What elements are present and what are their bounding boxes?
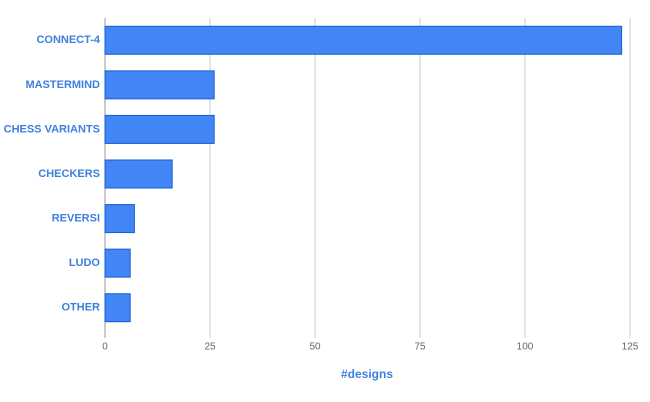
bar [104,114,215,144]
x-tick-label: 100 [517,342,534,353]
y-tick-label: OTHER [62,302,101,314]
y-tick-label: REVERSI [52,212,100,224]
bar [104,70,215,100]
x-tick-label: 50 [309,342,321,353]
bar [104,159,173,189]
x-tick-label: 0 [102,342,108,353]
y-tick-label: LUDO [69,257,101,269]
y-tick-label: MASTERMIND [25,79,100,91]
bar [104,248,131,278]
y-tick-label: CHECKERS [38,168,100,180]
x-axis-title: #designs [341,367,393,381]
bar [104,25,623,55]
y-tick-label: CHESS VARIANTS [4,123,100,135]
x-tick-label: 25 [204,342,216,353]
y-tick-label: CONNECT-4 [36,34,100,46]
bar [104,293,131,323]
bar [104,204,135,234]
x-tick-label: 75 [414,342,426,353]
x-tick-label: 125 [622,342,639,353]
